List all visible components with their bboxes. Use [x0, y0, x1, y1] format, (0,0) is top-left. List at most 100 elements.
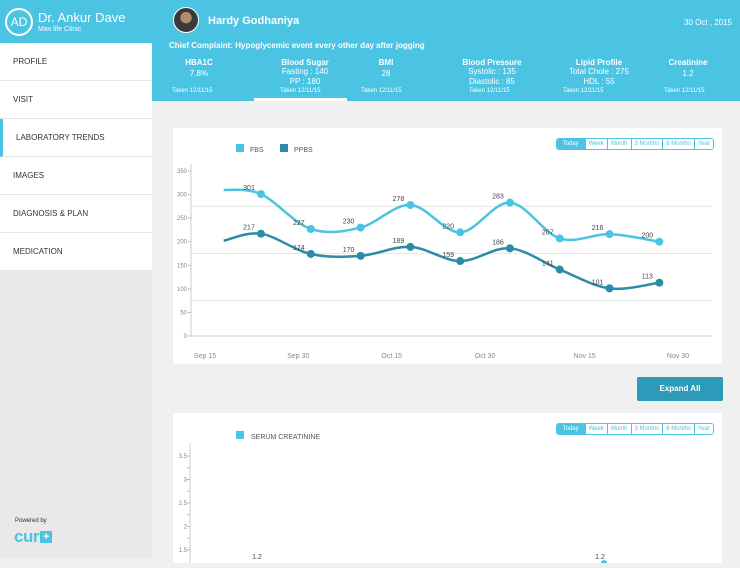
metric-value: Total Chole : 275	[556, 67, 642, 77]
data-point	[307, 250, 315, 258]
series-line-fbs	[224, 190, 660, 242]
patient-avatar[interactable]	[173, 7, 199, 33]
y-tick-label: 300	[177, 193, 188, 199]
data-label: 283	[492, 194, 504, 201]
y-tick-label: 2.5	[179, 501, 188, 507]
doctor-name: Dr. Ankur Dave	[38, 10, 125, 25]
metric-title: Blood Pressure	[452, 58, 532, 67]
data-label: 216	[592, 225, 604, 232]
data-label: 101	[592, 279, 604, 286]
y-tick-label: 1.5	[179, 548, 188, 554]
legend-swatch	[236, 144, 244, 152]
data-label: 278	[393, 196, 405, 203]
chief-complaint-text: Hypoglycemic event every other day after…	[235, 41, 424, 50]
data-label: 207	[542, 229, 554, 236]
tab-year[interactable]: Year	[694, 424, 713, 434]
glucose-line-chart: 0 50 100 150 200 250 300 350 Sep 15 Sep 30 Oct 15 O…	[173, 128, 722, 364]
range-tabs: Today Week Month 3 Months 6 Months Year	[556, 138, 714, 150]
metric-value-2: PP : 180	[263, 77, 347, 87]
data-label: 301	[243, 185, 255, 192]
x-tick-label: Oct 15	[381, 353, 402, 360]
cure-logo: cur +	[14, 527, 52, 547]
y-tick-label: 3.5	[179, 454, 188, 460]
tab-3-months[interactable]: 3 Months	[631, 424, 663, 434]
doctor-avatar[interactable]: AD	[5, 8, 33, 36]
data-label: 186	[492, 239, 504, 246]
legend-label: SERUM CREATININE	[251, 434, 320, 441]
metric-value: Systolic : 135	[452, 67, 532, 77]
data-point	[357, 252, 365, 260]
y-tick-label: 3	[184, 478, 188, 484]
metric-title: Blood Sugar	[263, 58, 347, 67]
data-label: 217	[243, 225, 255, 232]
metric-value-2: Diastolic : 85	[452, 77, 532, 87]
metric-taken: Taken 12/11/15	[172, 88, 213, 94]
sidebar-item-medication[interactable]: MEDICATION	[0, 233, 152, 271]
patient-name: Hardy Godhaniya	[208, 15, 299, 27]
tab-6-months[interactable]: 6 Months	[662, 424, 694, 434]
metric-blood-pressure[interactable]: Blood Pressure Systolic : 135 Diastolic …	[452, 58, 532, 87]
data-label: 200	[641, 233, 653, 240]
data-label: 174	[293, 245, 305, 252]
patient-header: Hardy Godhaniya 30 Oct , 2015 Chief Comp…	[152, 0, 740, 101]
tab-week[interactable]: Week	[585, 424, 607, 434]
range-tabs: Today Week Month 3 Months 6 Months Year	[556, 423, 714, 435]
metric-taken: Taken 12/11/15	[280, 88, 321, 94]
tab-today[interactable]: Today	[557, 424, 585, 434]
data-label: 220	[442, 223, 454, 230]
glucose-chart-card: Today Week Month 3 Months 6 Months Year …	[173, 128, 722, 364]
metric-taken: Taken 12/11/15	[664, 88, 705, 94]
data-point	[556, 234, 564, 242]
y-tick-label: 0	[184, 334, 188, 340]
y-tick-label: 150	[177, 263, 188, 269]
tab-week[interactable]: Week	[585, 139, 607, 149]
data-point	[655, 238, 663, 246]
sidebar-item-diagnosis-plan[interactable]: DIAGNOSIS & PLAN	[0, 195, 152, 233]
data-point	[556, 266, 564, 274]
metric-taken: Taken 12/11/15	[563, 88, 604, 94]
tab-month[interactable]: Month	[607, 139, 631, 149]
metric-creatinine[interactable]: Creatinine 1.2 Taken 12/11/15	[660, 58, 716, 79]
metric-hba1c[interactable]: HBA1C 7.8% Taken 12/11/15	[169, 58, 229, 79]
data-point	[406, 201, 414, 209]
expand-all-button[interactable]: Expand All	[637, 377, 723, 401]
tab-3-months[interactable]: 3 Months	[631, 139, 663, 149]
metric-bmi[interactable]: BMI 28 Taken 12/11/15	[356, 58, 416, 79]
legend-swatch	[280, 144, 288, 152]
x-tick-label: Nov 30	[667, 353, 689, 360]
data-point	[456, 257, 464, 265]
metric-taken: Taken 12/11/15	[469, 88, 510, 94]
data-point	[606, 284, 614, 292]
metric-value: 28	[356, 69, 416, 79]
y-tick-label: 100	[177, 287, 188, 293]
legend-label: PPBS	[294, 147, 313, 154]
tab-month[interactable]: Month	[607, 424, 631, 434]
data-point	[307, 225, 315, 233]
y-tick-label: 350	[177, 169, 188, 175]
x-tick-label: Oct 30	[475, 353, 496, 360]
tab-year[interactable]: Year	[694, 139, 713, 149]
metric-value: Fasting : 140	[263, 67, 347, 77]
doctor-header: AD Dr. Ankur Dave Max life Clinic	[0, 0, 152, 43]
metric-taken: Taken 12/11/15	[361, 88, 402, 94]
sidebar-item-laboratory-trends[interactable]: LABORATORY TRENDS	[0, 119, 152, 157]
data-label: 170	[343, 247, 355, 254]
tab-today[interactable]: Today	[557, 139, 585, 149]
metric-blood-sugar[interactable]: Blood Sugar Fasting : 140 PP : 180 Taken…	[263, 58, 347, 87]
sidebar-item-visit[interactable]: VISIT	[0, 81, 152, 119]
data-point	[506, 244, 514, 252]
sidebar-item-images[interactable]: IMAGES	[0, 157, 152, 195]
logo-plus-icon: +	[40, 531, 52, 543]
metric-title: BMI	[356, 58, 416, 67]
sidebar-item-profile[interactable]: PROFILE	[0, 43, 152, 81]
legend-label: FBS	[250, 147, 264, 154]
selected-metric-indicator	[254, 98, 347, 101]
metric-title: Lipid Profile	[556, 58, 642, 67]
sidebar: AD Dr. Ankur Dave Max life Clinic PROFIL…	[0, 0, 152, 558]
metric-lipid-profile[interactable]: Lipid Profile Total Chole : 275 HDL : 55…	[556, 58, 642, 87]
data-point	[257, 190, 265, 198]
sidebar-nav: PROFILE VISIT LABORATORY TRENDS IMAGES D…	[0, 43, 152, 271]
visit-date: 30 Oct , 2015	[684, 18, 732, 27]
tab-6-months[interactable]: 6 Months	[662, 139, 694, 149]
